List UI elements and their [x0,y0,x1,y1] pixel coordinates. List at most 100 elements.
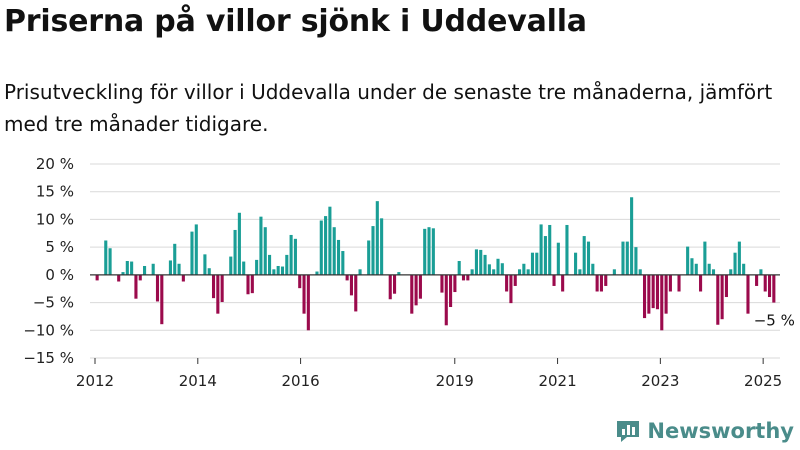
bar-positive [591,263,595,275]
bar-negative [651,274,655,309]
bar-negative [724,274,728,298]
chart-subtitle: Prisutveckling för villor i Uddevalla un… [4,80,773,136]
newsworthy-logo-icon [617,421,640,442]
bar-positive [341,251,345,275]
bar-positive [233,229,237,275]
bar-positive [479,249,483,275]
bar-positive [686,246,690,275]
bar-negative [655,274,660,310]
tick-labels: −15 % −10 % −5 % 0 % 5 % 10 % 15 % 20 % 2012 2014… [23,155,795,390]
bar-positive [272,269,276,275]
bar-positive [108,248,112,275]
bar-positive [280,266,285,275]
bar-negative [599,274,603,292]
y-tick-label: −5 % [33,294,74,312]
bar-positive [104,240,108,275]
bar-positive [711,269,716,275]
bar-positive [492,269,496,275]
bar-negative [393,274,397,294]
bar-positive [203,254,207,275]
chart-title: Priserna på villor sjönk i Uddevalla [4,4,587,39]
bar-negative [345,274,349,281]
bar-positive [742,263,746,275]
bar-positive [582,236,586,275]
y-tick-label: 0 % [45,266,74,284]
bar-positive [530,252,535,275]
bar-negative [134,274,138,299]
bar-negative [720,274,724,320]
bar-negative [461,274,466,281]
bar-negative [505,274,509,292]
bar-negative [604,274,608,286]
bar-negative [418,274,422,299]
bar-positive [535,252,539,275]
bar-negative [664,274,668,314]
logo-text: Newsworthy [647,419,794,443]
bar-positive [703,241,707,275]
bar-positive [500,263,504,275]
bar-positive [328,206,332,275]
bar-positive [255,259,259,275]
gridlines [90,163,780,359]
bar-negative [440,274,444,293]
bar-negative [298,274,302,289]
bar-positive [630,197,634,275]
bar-positive [483,254,487,275]
bar-positive [548,224,552,275]
bars [95,197,776,331]
bar-positive [539,224,543,275]
bar-positive [543,236,547,275]
bar-positive [121,272,125,275]
bar-negative [95,274,99,281]
bar-positive [759,269,763,275]
bar-negative [414,274,418,306]
bar-positive [143,265,147,275]
bar-positive [151,263,155,275]
bar-positive [733,252,737,275]
bar-positive [276,265,280,275]
bar-negative [699,274,703,292]
x-tick-label: 2021 [538,372,576,390]
bar-negative [155,274,160,302]
y-tick-label: −15 % [23,349,74,367]
bar-positive [263,227,267,275]
bar-positive [268,254,272,275]
bar-positive [707,263,711,275]
bar-negative [466,274,470,281]
bar-positive [358,269,362,275]
bar-positive [522,263,526,275]
bar-positive [173,243,177,275]
bar-negative [453,274,457,293]
bar-negative [250,274,254,294]
bar-negative [220,274,224,303]
bar-positive [237,212,241,275]
bar-negative [677,274,681,292]
bar-negative [668,274,672,292]
bar-negative [755,274,759,286]
bar-negative [216,274,220,314]
x-tick-label: 2012 [76,372,114,390]
bar-negative [763,274,767,292]
bar-negative [302,274,306,314]
bar-positive [125,261,129,275]
bar-positive [336,239,341,275]
bar-positive [229,256,233,275]
bar-negative [160,274,164,325]
bar-positive [397,272,401,275]
bar-positive [565,224,569,275]
bar-positive [130,261,134,275]
bar-negative [354,274,358,312]
bar-negative [509,274,513,304]
bar-positive [690,258,694,275]
bar-positive [375,201,379,275]
bar-positive [293,238,297,275]
bar-negative [117,274,121,282]
newsworthy-logo: Newsworthy [615,418,794,444]
bar-positive [423,228,427,275]
bar-positive [729,269,733,275]
bar-positive [586,241,591,275]
bar-positive [578,269,582,275]
bar-positive [194,224,198,275]
bar-positive [737,241,741,275]
